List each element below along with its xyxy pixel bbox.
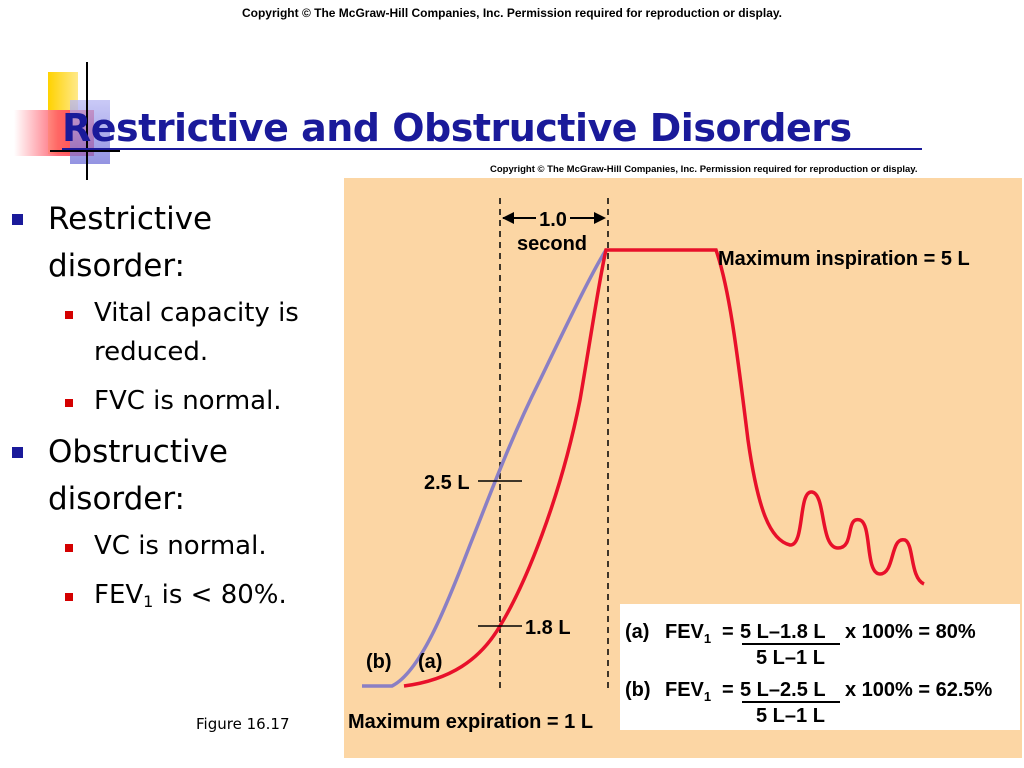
bullet-marker-icon [65,311,73,319]
bullet-marker-icon [65,544,73,552]
subbullet-vc-reduced: Vital capacity is reduced. [10,294,340,372]
label-18: 1.8 L [525,617,571,639]
equation-b-label: (b) [625,679,651,701]
subbullet-fvc-normal: FVC is normal. [10,382,340,421]
bullet-marker-icon [65,399,73,407]
figure-caption: Figure 16.17 [196,715,290,733]
equation-b-numerator: 5 L–2.5 L [740,679,826,701]
bullet-marker-icon [12,214,23,225]
equation-a-denominator: 5 L–1 L [756,647,825,669]
equation-a-numerator: 5 L–1.8 L [740,621,826,643]
equation-box [620,604,1020,730]
equation-a-result: x 100% = 80% [845,621,976,643]
slide-title: Restrictive and Obstructive Disorders [62,106,852,150]
label-25: 2.5 L [424,472,470,494]
bullet-marker-icon [12,447,23,458]
curve-a [403,248,926,688]
arrowhead-right-icon [594,212,606,224]
bullet-marker-icon [65,593,73,601]
label-curve-a: (a) [418,651,442,673]
subbullet-fev1: FEV1 is < 80%. [10,576,340,621]
label-max-expiration: Maximum expiration = 1 L [348,711,593,733]
interval-unit: second [517,233,587,255]
arrowhead-left-icon [502,212,514,224]
equation-a-equals: = [722,621,734,643]
figure-copyright: Copyright © The McGraw-Hill Companies, I… [490,164,918,175]
copyright-notice: Copyright © The McGraw-Hill Companies, I… [241,6,783,20]
interval-value: 1.0 [539,209,567,231]
equation-b-result: x 100% = 62.5% [845,679,993,701]
title-underline [62,148,922,150]
equation-b-fev: FEV1 [665,679,711,704]
label-curve-b: (b) [366,651,392,673]
subbullet-vc-normal: VC is normal. [10,527,340,566]
equation-a: (a) FEV1 = 5 L–1.8 L x 100% = 80% 5 L–1 … [625,621,976,669]
equation-b-equals: = [722,679,734,701]
curve-b [362,249,608,688]
bullet-restrictive: Restrictive disorder: [10,196,340,290]
equation-a-fev: FEV1 [665,621,711,646]
bullet-obstructive: Obstructive disorder: [10,429,340,523]
equation-b: (b) FEV1 = 5 L–2.5 L x 100% = 62.5% 5 L–… [625,679,993,727]
label-max-inspiration: Maximum inspiration = 5 L [718,248,970,270]
bullet-list: Restrictive disorder: Vital capacity is … [10,196,340,621]
equation-b-denominator: 5 L–1 L [756,705,825,727]
equation-a-label: (a) [625,621,649,643]
